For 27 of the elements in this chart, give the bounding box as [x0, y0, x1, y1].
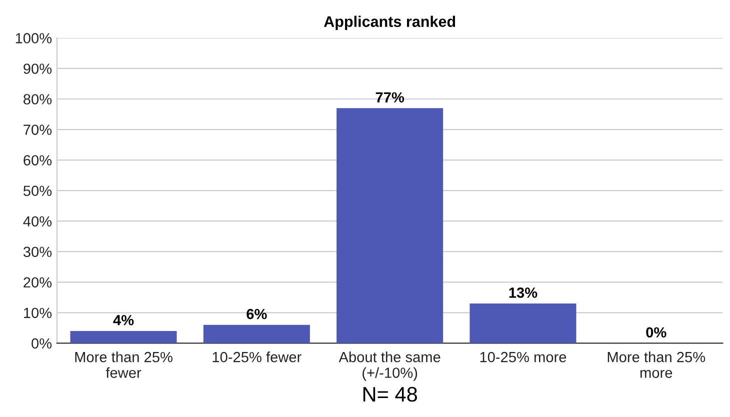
bar	[203, 324, 310, 344]
bar	[336, 108, 444, 344]
data-label: 4%	[113, 315, 134, 326]
y-tick-label: 10%	[24, 308, 52, 318]
data-label: 13%	[509, 288, 538, 298]
x-tick-label: About the same (+/-10%)	[338, 352, 440, 381]
y-tick-label: 100%	[16, 33, 52, 44]
bar	[470, 304, 576, 344]
x-tick-label: More than 25% more	[608, 352, 706, 378]
x-tick-label: 10-25% fewer	[212, 352, 302, 362]
y-tick-label: 50%	[23, 186, 52, 196]
x-axis-title: N= 48	[363, 386, 417, 402]
y-tick-label: 70%	[24, 124, 52, 135]
y-tick-label: 40%	[23, 216, 52, 227]
data-label: 77%	[376, 92, 404, 102]
data-label: 0%	[646, 327, 666, 338]
data-label: 6%	[246, 308, 267, 320]
y-tick-label: 20%	[24, 277, 52, 288]
chart-title: Applicants ranked	[324, 16, 456, 30]
y-tick-label: 80%	[24, 94, 52, 104]
y-tick-label: 60%	[24, 155, 52, 166]
y-tick-label: 0%	[32, 338, 52, 349]
y-tick-label: 90%	[24, 64, 52, 74]
x-tick-label: 10-25% more	[480, 352, 566, 362]
x-tick-label: More than 25% fewer	[75, 352, 172, 378]
bar	[70, 330, 177, 344]
y-tick-label: 30%	[23, 246, 52, 258]
